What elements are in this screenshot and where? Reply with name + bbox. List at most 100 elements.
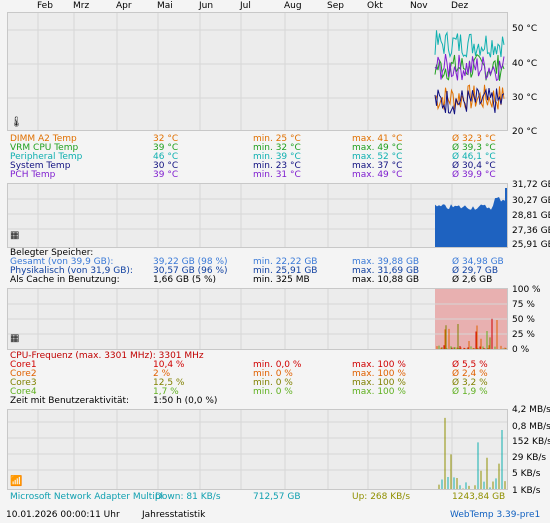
stat-min: min. 0 %	[253, 378, 293, 388]
month-label: Jul	[240, 1, 251, 11]
cpu-chart	[7, 288, 508, 350]
net-axis-label: 29 KB/s	[512, 453, 547, 463]
stat-name: Core4	[10, 387, 37, 397]
temp-axis-label: 20 °C	[512, 127, 538, 137]
stat-max: max. 100 %	[352, 369, 406, 379]
stat-avg: Ø 1,9 %	[452, 387, 488, 397]
stat-row: VRM CPU Temp 39 °C min. 32 °C max. 49 °C Ø 3…	[10, 144, 550, 153]
stat-cur: 30 °C	[153, 161, 179, 171]
net-axis-label: 0,8 MB/s	[512, 422, 550, 432]
month-label: Dez	[451, 1, 469, 11]
mem-axis-label: 30,27 GB	[512, 196, 550, 206]
footer-version[interactable]: WebTemp 3.39-pre1	[450, 510, 541, 520]
mem-axis-label: 28,81 GB	[512, 211, 550, 221]
stat-max: max. 37 °C	[352, 161, 403, 171]
memory-chip-icon: ▦	[10, 230, 20, 241]
stat-row: Core4 1,7 % min. 0 % max. 100 % Ø 1,9 %	[10, 388, 550, 397]
cpu-axis-label: 75 %	[512, 300, 535, 310]
stat-avg: Ø 2,6 GB	[452, 275, 493, 285]
memory-chart	[7, 183, 508, 248]
network-chart	[7, 409, 508, 490]
temp-series-line	[434, 53, 505, 81]
stat-avg: Ø 32,3 °C	[452, 134, 496, 144]
thermometer-icon: 🌡	[10, 117, 23, 128]
network-row: Microsoft Network Adapter Multipl Down: …	[10, 492, 506, 502]
temp-axis-label: 50 °C	[512, 24, 538, 34]
stat-max: max. 49 °C	[352, 170, 403, 180]
stat-cur: 12,5 %	[153, 378, 185, 388]
stat-max: max. 100 %	[352, 378, 406, 388]
month-label: Sep	[327, 1, 344, 11]
stat-max: max. 100 %	[352, 387, 406, 397]
temp-series-line	[434, 87, 505, 115]
month-label: Jun	[199, 1, 214, 11]
stat-name: VRM CPU Temp	[10, 143, 79, 153]
stat-max: max. 41 °C	[352, 134, 403, 144]
stat-row: Physikalisch (von 31,9 GB): 30,57 GB (96 …	[10, 267, 550, 276]
stat-cur: 2 %	[153, 369, 171, 379]
stat-row: Gesamt (von 39,9 GB): 39,22 GB (98 %) min.…	[10, 258, 550, 267]
stat-cur: 30,57 GB (96 %)	[153, 266, 228, 276]
temp-axis-label: 40 °C	[512, 59, 538, 69]
stat-cur: 39,22 GB (98 %)	[153, 257, 228, 267]
stat-name: System Temp	[10, 161, 71, 171]
memory-plot	[8, 184, 507, 247]
cpu-axis-label: 0 %	[512, 345, 530, 355]
temp-series-line	[434, 54, 505, 82]
footer-title: Jahresstatistik	[142, 510, 206, 520]
stat-min: min. 32 °C	[253, 143, 301, 153]
temperature-plot	[8, 13, 507, 130]
stat-min: min. 31 °C	[253, 170, 301, 180]
stat-avg: Ø 39,9 °C	[452, 170, 496, 180]
stat-cur: 1,7 %	[153, 387, 179, 397]
stat-min: min. 22,22 GB	[253, 257, 318, 267]
stat-row: Als Cache in Benutzung: 1,66 GB (5 %) min.…	[10, 276, 550, 285]
stat-min: min. 23 °C	[253, 161, 301, 171]
stat-cur: 1,66 GB (5 %)	[153, 275, 217, 285]
stat-avg: Ø 39,3 °C	[452, 143, 496, 153]
stat-name: Core3	[10, 378, 37, 388]
stat-avg: Ø 2,4 %	[452, 369, 488, 379]
cpu-axis-label: 25 %	[512, 330, 535, 340]
month-label: Okt	[367, 1, 383, 11]
stat-max: max. 52 °C	[352, 152, 403, 162]
network-plot	[8, 410, 507, 489]
stat-name: PCH Temp	[10, 170, 56, 180]
mem-axis-label: 31,72 GB	[512, 180, 550, 190]
cpu-frequency-header: CPU-Frequenz (max. 3301 MHz): 3301 MHz	[10, 351, 204, 361]
stat-row: Peripheral Temp 46 °C min. 39 °C max. 52 °C…	[10, 153, 550, 162]
stat-name: DIMM A2 Temp	[10, 134, 77, 144]
stat-row: Core2 2 % min. 0 % max. 100 % Ø 2,4 %	[10, 370, 550, 379]
stat-row: Core3 12,5 % min. 0 % max. 100 % Ø 3,2 %	[10, 379, 550, 388]
stat-min: min. 39 °C	[253, 152, 301, 162]
stat-name: Peripheral Temp	[10, 152, 83, 162]
stat-name: Core2	[10, 369, 37, 379]
mem-axis-label: 27,36 GB	[512, 226, 550, 236]
stat-row: PCH Temp 39 °C min. 31 °C max. 49 °C Ø 39,9 …	[10, 171, 550, 180]
net-axis-label: 1 KB/s	[512, 486, 541, 496]
stat-name: Physikalisch (von 31,9 GB):	[10, 266, 133, 276]
net-axis-label: 4,2 MB/s	[512, 405, 550, 415]
stat-name: Gesamt (von 39,9 GB):	[10, 257, 114, 267]
stat-name: Core1	[10, 360, 37, 370]
stat-min: min. 0 %	[253, 387, 293, 397]
stat-cur: 46 °C	[153, 152, 179, 162]
stat-avg: Ø 46,1 °C	[452, 152, 496, 162]
stat-cur: 39 °C	[153, 143, 179, 153]
month-label: Aug	[284, 1, 302, 11]
stat-row: Core1 10,4 % min. 0,0 % max. 100 % Ø 5,5 %	[10, 361, 550, 370]
stat-max: max. 31,69 GB	[352, 266, 420, 276]
memory-area	[435, 188, 507, 247]
stat-min: min. 25 °C	[253, 134, 301, 144]
cpu-chip-icon: ▦	[10, 333, 20, 344]
stat-avg: Ø 5,5 %	[452, 360, 488, 370]
user-activity-row: Zeit mit Benutzeraktivität: 1:50 h (0,0 …	[10, 396, 218, 406]
stat-max: max. 49 °C	[352, 143, 403, 153]
stat-row: DIMM A2 Temp 32 °C min. 25 °C max. 41 °C Ø 3…	[10, 135, 550, 144]
stat-min: min. 325 MB	[253, 275, 310, 285]
mem-header: Belegter Speicher:	[10, 248, 94, 258]
stat-max: max. 39,88 GB	[352, 257, 420, 267]
temperature-chart	[7, 12, 508, 131]
stat-avg: Ø 29,7 GB	[452, 266, 498, 276]
stat-row: System Temp 30 °C min. 23 °C max. 37 °C Ø 30…	[10, 162, 550, 171]
